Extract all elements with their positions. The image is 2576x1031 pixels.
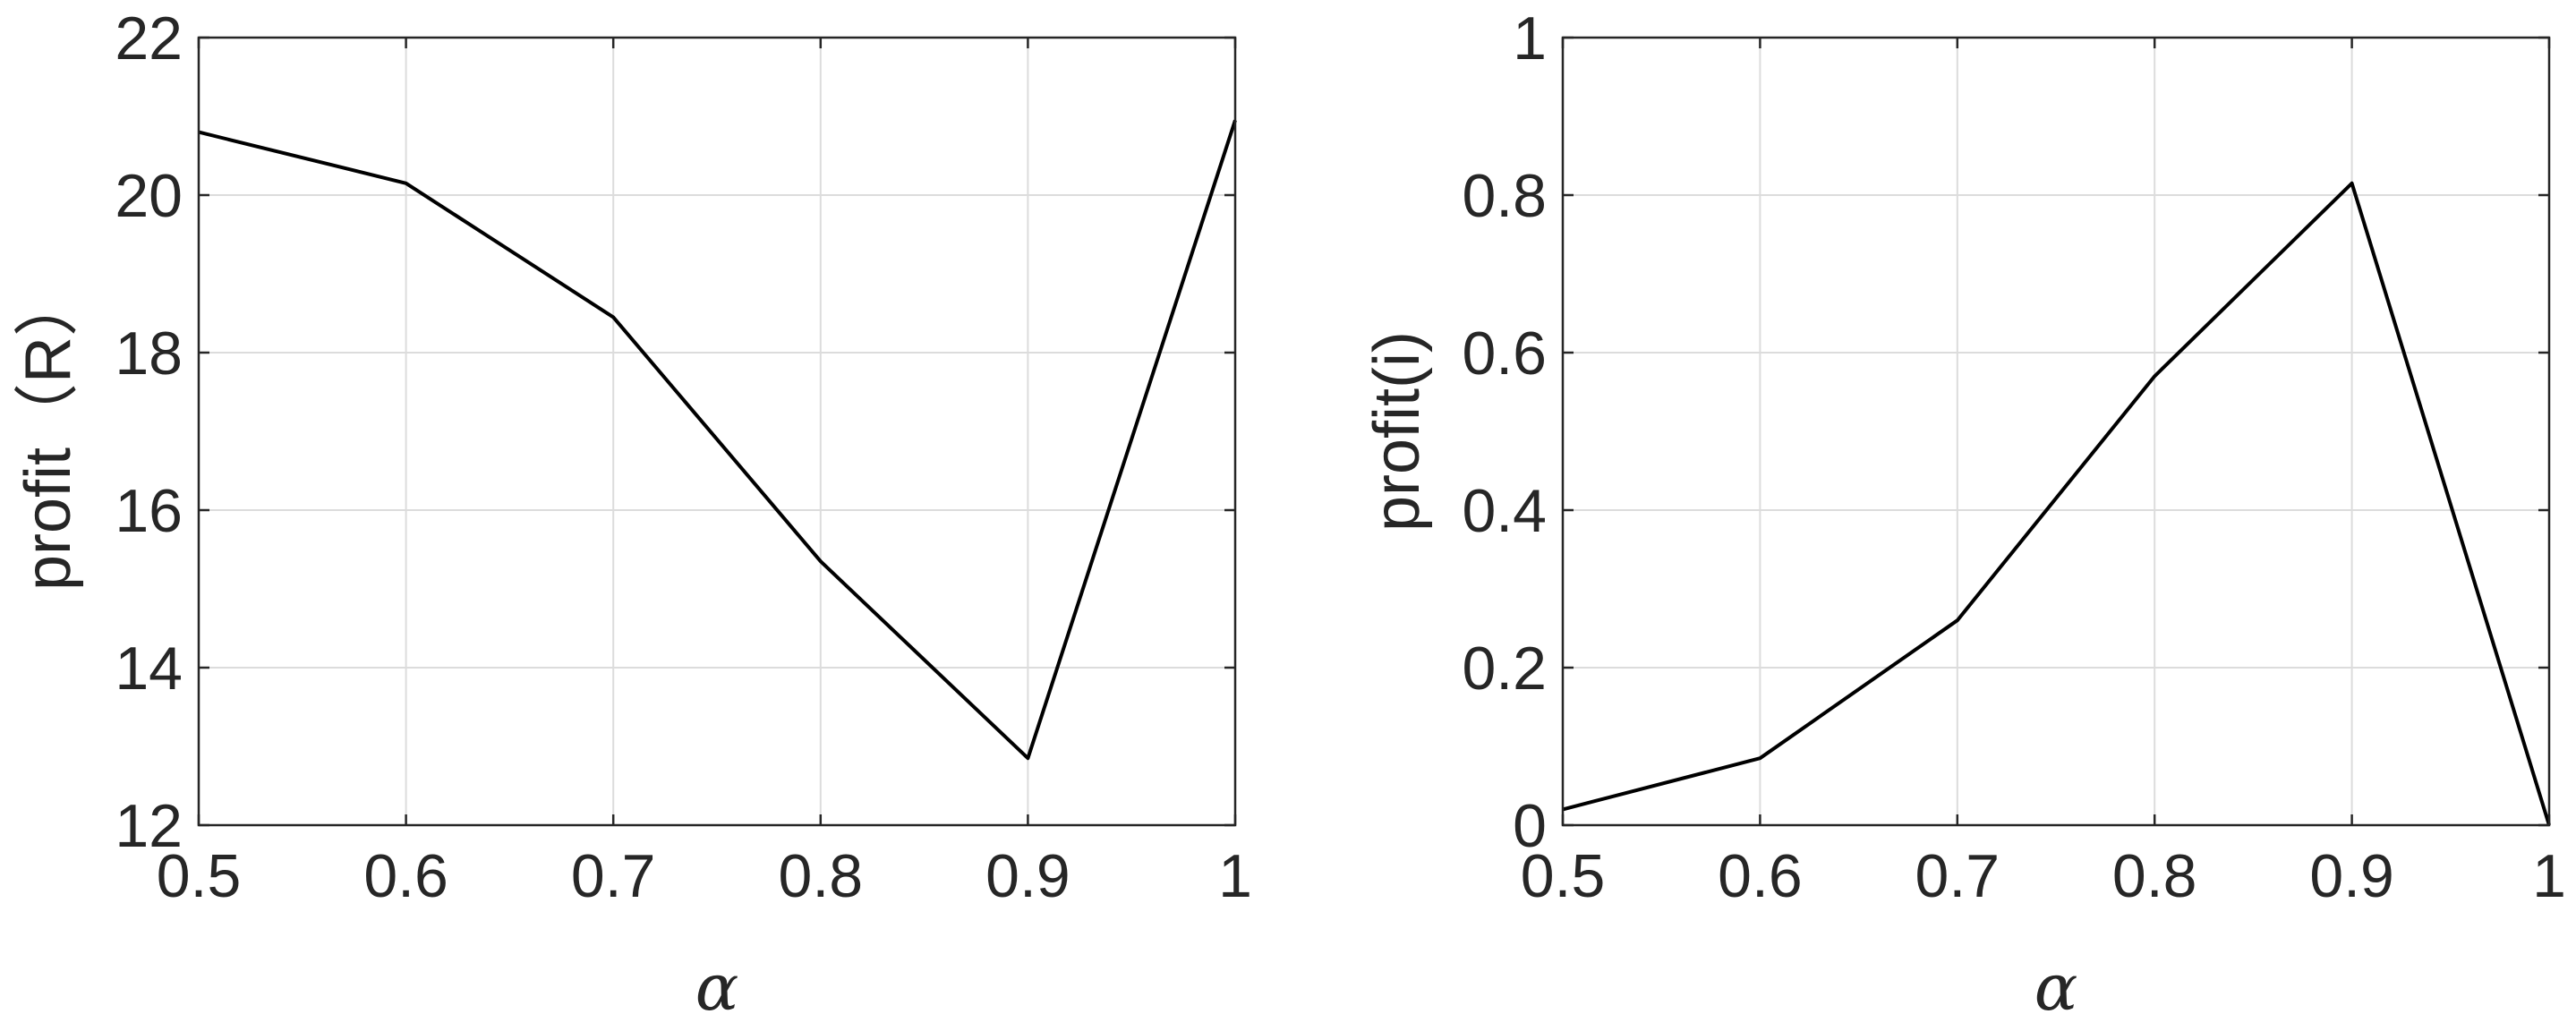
left-x-tick-label: 0.6 [363,842,448,910]
right-y-tick-label: 0.8 [1462,162,1547,230]
left-chart: 0.5 0.6 0.7 0.8 0.9 1 12 14 16 18 20 22 α profit（R） [13,4,1252,1025]
right-series-line [1562,181,2551,826]
left-y-tick-label: 20 [115,162,183,230]
left-series-line [198,119,1237,761]
right-y-tick-label: 0.2 [1462,635,1547,703]
right-x-axis-label: α [2034,950,2078,1025]
left-x-axis-label: α [695,950,739,1025]
left-y-tick-label: 18 [115,320,183,388]
right-y-tick-label: 0.6 [1462,320,1547,388]
left-y-axis-label: profit（R） [13,272,84,591]
right-x-tick-label: 0.5 [1521,842,1606,910]
right-x-tick-label: 1 [2532,842,2566,910]
right-x-tick-label: 0.8 [2112,842,2197,910]
left-x-tick-label: 0.9 [985,842,1070,910]
right-plot-frame [1561,36,2551,827]
right-x-tick-label: 0.7 [1915,842,2000,910]
right-y-axis-label: profit(i) [1361,331,1433,532]
left-x-tick-label: 0.8 [779,842,864,910]
left-y-tick-label: 16 [115,477,183,545]
right-chart: 0.5 0.6 0.7 0.8 0.9 1 0 0.2 0.4 0.6 0.8 1 α profit(i) [1361,4,2566,1025]
left-y-tick-label: 14 [115,635,183,703]
right-y-tick-label: 0.4 [1462,477,1547,545]
left-x-tick-label: 1 [1218,842,1252,910]
right-y-tick-label: 1 [1513,4,1547,72]
right-x-tick-label: 0.6 [1718,842,1803,910]
left-plot-frame [197,36,1237,827]
right-x-tick-label: 0.9 [2309,842,2394,910]
left-x-tick-label: 0.5 [157,842,242,910]
left-y-tick-label: 22 [115,4,183,72]
left-y-tick-label: 12 [115,792,183,860]
right-y-tick-label: 0 [1513,792,1547,860]
left-x-tick-label: 0.7 [571,842,656,910]
